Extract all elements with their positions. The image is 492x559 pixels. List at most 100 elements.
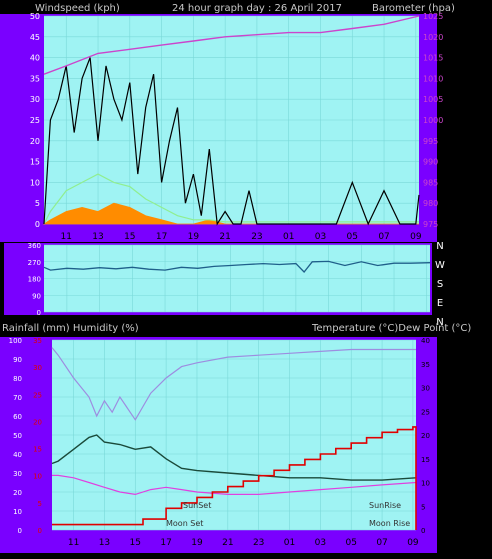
temperature-tick-label: 25 [421,408,430,416]
wind-tick-label: 15 [30,158,40,167]
bottom-left-label: Rainfall (mm) Humidity (%) [2,323,139,334]
barometer-tick-label: 1025 [423,12,443,21]
sunrise-label: SunRise [369,501,401,510]
rain-tick-label: 15 [33,446,42,454]
wind-tick-label: 30 [30,95,40,104]
wind-tick-label: 25 [30,116,40,125]
header-center: 24 hour graph day : 26 April 2017 [172,3,342,14]
moonrise-label: Moon Rise [369,519,410,528]
moonset-label: Moon Set [166,519,203,528]
rain-tick-label: 30 [33,364,42,372]
x-tick-label: 11 [61,232,72,242]
x-tick-label: 15 [130,538,141,548]
temperature-tick-label: 0 [421,527,425,535]
x-tick-label: 21 [219,232,230,242]
humidity-tick-label: 30 [13,470,22,478]
dew-point-series [52,474,417,496]
barometer-tick-label: 1000 [423,116,443,125]
rain-tick-label: 25 [33,391,42,399]
wind-tick-label: 35 [30,74,40,83]
rain-tick-label: 5 [38,500,42,508]
wind-x-axis: 11 13 15 17 19 21 23 01 03 05 07 09 [61,232,422,242]
wind-tick-label: 20 [30,137,40,146]
x-tick-label: 11 [68,538,79,548]
direction-axis: 0 90 180 270 360 [28,242,41,317]
header-left: Windspeed (kph) [35,3,120,14]
humidity-tick-label: 100 [9,337,22,345]
barometer-tick-label: 1005 [423,95,443,104]
bottom-grid [52,339,416,531]
x-tick-label: 09 [407,538,419,548]
temperature-tick-label: 5 [421,503,425,511]
wind-tick-label: 50 [30,12,40,21]
barometer-tick-label: 975 [423,220,438,229]
rain-tick-label: 0 [38,527,42,535]
x-tick-label: 01 [284,538,295,548]
barometer-tick-label: 995 [423,137,438,146]
direction-grid [44,244,430,313]
x-tick-label: 17 [160,538,171,548]
x-tick-label: 01 [283,232,294,242]
barometer-tick-label: 985 [423,178,438,187]
temperature-tick-label: 40 [421,337,430,345]
x-tick-label: 23 [253,538,264,548]
barometer-tick-label: 980 [423,199,438,208]
direction-tick-label: 0 [37,309,41,317]
direction-series [43,260,431,273]
barometer-tick-label: 1020 [423,33,443,42]
barometer-right-axis: 975 980 985 990 995 1000 1005 1010 1015 1020 1025 [423,12,443,229]
direction-tick-label: 270 [28,259,41,267]
wind-tick-label: 0 [35,220,40,229]
x-tick-label: 13 [92,232,103,242]
wind-tick-label: 10 [30,178,40,187]
humidity-tick-label: 60 [13,413,22,421]
humidity-tick-label: 0 [18,527,22,535]
temperature-tick-label: 15 [421,456,430,464]
wind-gust-series [43,57,420,226]
x-tick-label: 15 [124,232,135,242]
header-right: Barometer (hpa) [372,3,455,14]
x-tick-label: 23 [251,232,262,242]
x-tick-label: 03 [315,232,326,242]
compass-label: W [435,260,445,271]
sunset-label: SunSet [183,501,211,510]
wind-tick-label: 45 [30,33,40,42]
wind-low-series [42,202,419,225]
x-tick-label: 19 [188,232,200,242]
x-tick-label: 07 [378,232,389,242]
humidity-tick-label: 20 [13,489,22,497]
wind-grid [44,15,419,225]
barometer-tick-label: 1015 [423,54,443,63]
rain-tick-label: 10 [33,473,42,481]
humidity-tick-label: 40 [13,451,22,459]
rain-tick-label: 35 [33,337,42,345]
humidity-tick-label: 70 [13,394,22,402]
rainfall-series [52,426,417,530]
x-tick-label: 05 [345,538,356,548]
wind-left-axis: 0 5 10 15 20 25 30 35 40 45 50 [30,12,40,229]
wind-tick-label: 5 [35,199,40,208]
barometer-tick-label: 1010 [423,74,443,83]
bottom-axes: 0 10 20 30 40 50 60 70 80 90 100 0 5 10 15 20 25 30 35 0 5 10… [9,337,430,535]
wind-series [42,15,420,226]
humidity-tick-label: 10 [13,508,22,516]
x-tick-label: 03 [315,538,326,548]
compass-label: N [436,317,443,328]
x-tick-label: 07 [376,538,387,548]
x-tick-label: 19 [191,538,203,548]
x-tick-label: 09 [410,232,422,242]
temperature-series [51,434,417,481]
humidity-series [51,347,416,421]
humidity-tick-label: 90 [13,356,22,364]
bottom-right-label: Temperature (°C)Dew Point (°C) [311,323,471,334]
humidity-tick-label: 50 [13,432,22,440]
direction-series [43,260,431,273]
barometer-series [43,15,420,75]
direction-tick-label: 360 [28,242,41,250]
bottom-x-axis: 11 13 15 17 19 21 23 01 03 05 07 09 [68,538,419,548]
bottom-series [51,347,417,530]
temperature-tick-label: 30 [421,385,430,393]
